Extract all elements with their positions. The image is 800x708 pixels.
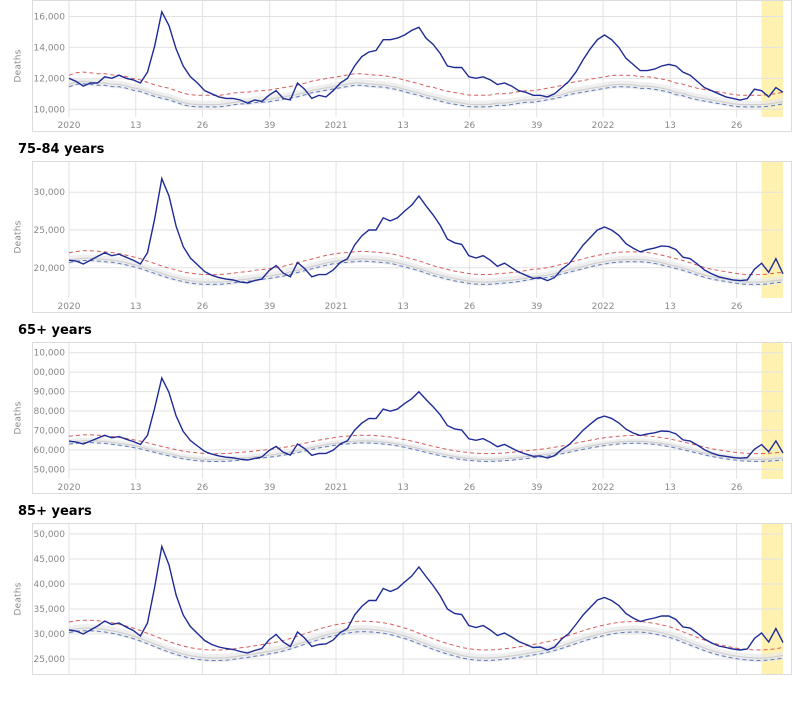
x-tick-label: 26	[464, 302, 476, 312]
x-tick-label: 39	[264, 483, 276, 493]
chart-area: 20,000 25,000 30,000 2020 13 26 39 2021 13 26 39 20…	[32, 161, 792, 313]
x-tick-label: 2021	[325, 302, 348, 312]
x-tick-label: 26	[731, 483, 743, 493]
y-tick-label: 30,000	[34, 630, 66, 640]
x-tick-label: 13	[397, 121, 408, 131]
chart-svg: 50,000 60,000 70,000 80,000 90,000 100,000 110…	[33, 343, 791, 493]
y-axis-label: Deaths	[14, 49, 24, 82]
x-tick-label: 2020	[58, 121, 81, 131]
x-tick-label: 13	[130, 483, 141, 493]
y-tick-label: 20,000	[34, 264, 66, 274]
x-tick-label: 26	[197, 302, 209, 312]
x-tick-label: 39	[531, 302, 543, 312]
x-tick-label: 39	[531, 121, 543, 131]
x-tick-label: 13	[397, 302, 408, 312]
confidence-band	[69, 624, 783, 662]
y-tick-label: 100,000	[33, 368, 65, 378]
y-axis-label: Deaths	[14, 220, 24, 253]
chart-svg: 25,000 30,000 35,000 40,000 45,000 50,000	[33, 524, 791, 674]
panel-title: 65+ years	[0, 319, 800, 342]
y-tick-label: 50,000	[34, 465, 66, 475]
y-tick-label: 30,000	[34, 188, 66, 198]
x-tick-label: 26	[731, 302, 743, 312]
y-tick-label: 110,000	[33, 349, 65, 359]
y-tick-label: 35,000	[34, 605, 66, 615]
chart-panel: 65+ years Deaths 50,000 60,000 70,000 80,000 9…	[0, 319, 800, 494]
y-tick-label: 90,000	[34, 388, 66, 398]
chart-svg: 10,000 12,000 14,000 16,000 2020 13 26 39 2021 13…	[33, 1, 791, 131]
chart-area: 25,000 30,000 35,000 40,000 45,000 50,000	[32, 523, 792, 675]
y-tick-label: 25,000	[34, 655, 66, 665]
x-tick-label: 2021	[325, 121, 348, 131]
x-tick-label: 13	[664, 302, 675, 312]
y-tick-label: 12,000	[34, 74, 66, 84]
y-tick-label: 50,000	[34, 530, 66, 540]
y-tick-label: 25,000	[34, 226, 66, 236]
y-tick-label: 14,000	[34, 43, 66, 53]
chart-panel: Deaths 10,000 12,000 14,000 16,000 2020 13 26 39…	[0, 0, 800, 132]
y-tick-label: 16,000	[34, 12, 66, 22]
x-tick-label: 26	[731, 121, 743, 131]
x-tick-label: 26	[197, 483, 209, 493]
x-tick-label: 13	[130, 121, 141, 131]
x-tick-label: 39	[531, 483, 543, 493]
y-tick-label: 10,000	[34, 105, 66, 115]
y-tick-label: 60,000	[34, 446, 66, 456]
chart-panel: 85+ years Deaths 25,000 30,000 35,000 40,000 4…	[0, 500, 800, 675]
chart-area: 10,000 12,000 14,000 16,000 2020 13 26 39 2021 13…	[32, 0, 792, 132]
x-tick-label: 39	[264, 302, 276, 312]
y-axis-label: Deaths	[14, 582, 24, 615]
chart-panel: 75-84 years Deaths 20,000 25,000 30,000 2020 1…	[0, 138, 800, 313]
x-tick-label: 13	[130, 302, 141, 312]
x-tick-label: 2022	[592, 483, 615, 493]
x-tick-label: 26	[197, 121, 209, 131]
x-tick-label: 13	[664, 483, 675, 493]
x-tick-label: 2022	[592, 121, 615, 131]
panel-title: 75-84 years	[0, 138, 800, 161]
x-tick-label: 13	[664, 121, 675, 131]
x-tick-label: 2022	[592, 302, 615, 312]
chart-svg: 20,000 25,000 30,000 2020 13 26 39 2021 13 26 39 20…	[33, 162, 791, 312]
recent-highlight	[762, 524, 783, 674]
y-axis-label: Deaths	[14, 401, 24, 434]
x-tick-label: 13	[397, 483, 408, 493]
x-tick-label: 39	[264, 121, 276, 131]
panel-title: 85+ years	[0, 500, 800, 523]
x-tick-label: 2020	[58, 483, 81, 493]
confidence-band	[69, 78, 783, 109]
y-tick-label: 70,000	[34, 426, 66, 436]
x-tick-label: 2020	[58, 302, 81, 312]
x-tick-label: 26	[464, 121, 476, 131]
chart-area: 50,000 60,000 70,000 80,000 90,000 100,000 110…	[32, 342, 792, 494]
y-tick-label: 80,000	[34, 407, 66, 417]
y-tick-label: 40,000	[34, 580, 66, 590]
y-tick-label: 45,000	[34, 555, 66, 565]
x-tick-label: 2021	[325, 483, 348, 493]
x-tick-label: 26	[464, 483, 476, 493]
